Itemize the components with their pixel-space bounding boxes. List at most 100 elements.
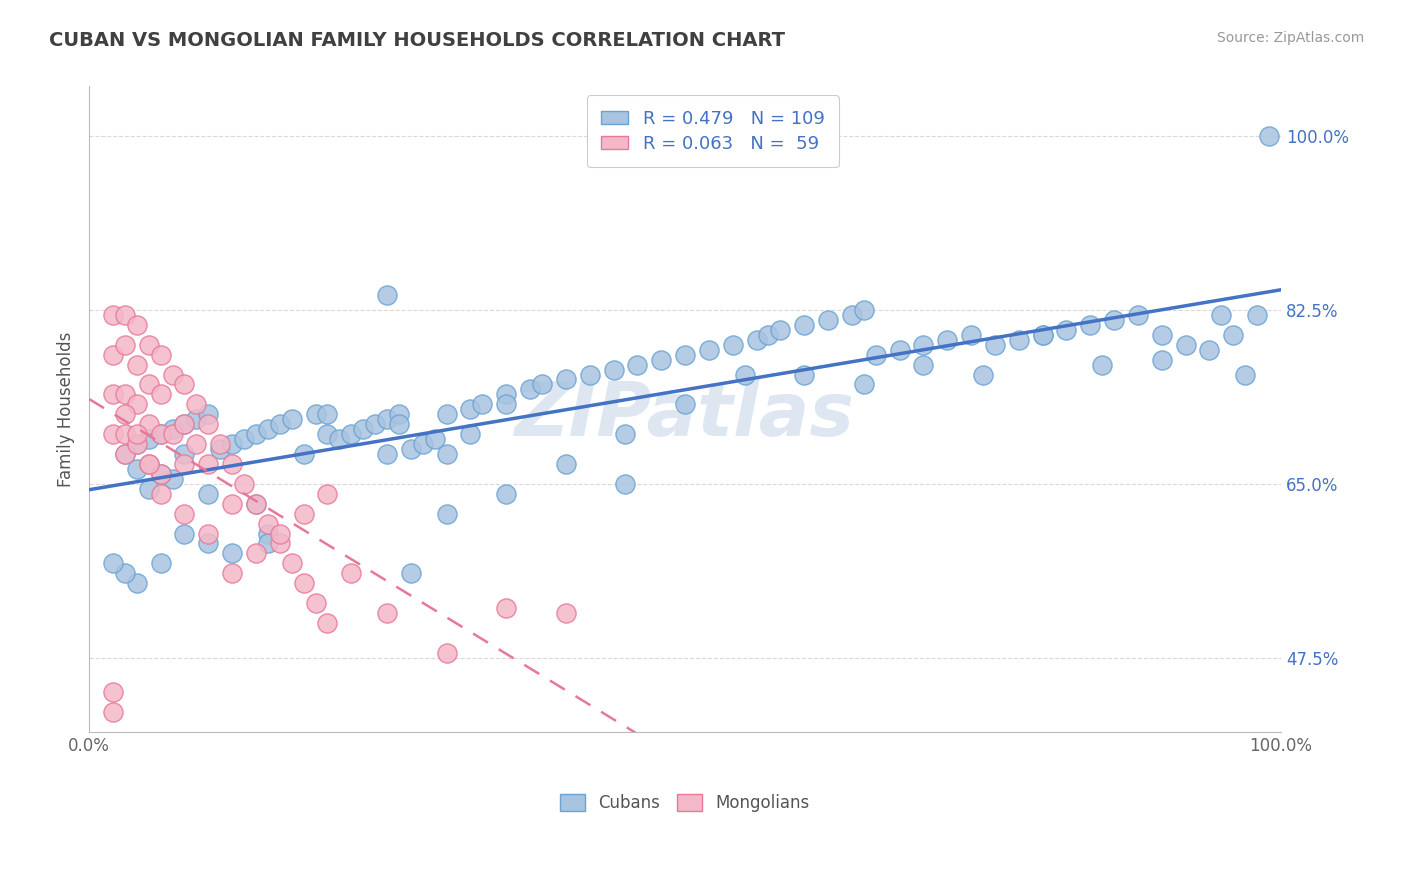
Point — [149, 427, 172, 442]
Point — [340, 566, 363, 581]
Point — [519, 383, 541, 397]
Point — [1091, 358, 1114, 372]
Point — [1246, 308, 1268, 322]
Point — [865, 348, 887, 362]
Point — [173, 377, 195, 392]
Point — [162, 472, 184, 486]
Point — [912, 337, 935, 351]
Point — [1222, 327, 1244, 342]
Point — [960, 327, 983, 342]
Point — [245, 427, 267, 442]
Point — [233, 432, 256, 446]
Point — [257, 422, 280, 436]
Point — [173, 447, 195, 461]
Point — [697, 343, 720, 357]
Point — [125, 576, 148, 591]
Point — [114, 447, 136, 461]
Point — [162, 422, 184, 436]
Point — [245, 497, 267, 511]
Point — [614, 476, 637, 491]
Point — [292, 447, 315, 461]
Point — [245, 546, 267, 560]
Point — [197, 487, 219, 501]
Point — [292, 576, 315, 591]
Point — [758, 327, 780, 342]
Y-axis label: Family Households: Family Households — [58, 332, 75, 487]
Point — [101, 427, 124, 442]
Point — [101, 308, 124, 322]
Point — [1258, 129, 1281, 144]
Point — [1008, 333, 1031, 347]
Point — [1150, 352, 1173, 367]
Point — [197, 526, 219, 541]
Point — [173, 417, 195, 432]
Point — [186, 397, 208, 411]
Point — [614, 427, 637, 442]
Point — [197, 417, 219, 432]
Point — [436, 447, 458, 461]
Point — [209, 442, 232, 456]
Point — [138, 377, 160, 392]
Point — [114, 407, 136, 421]
Point — [721, 337, 744, 351]
Point — [673, 348, 696, 362]
Point — [197, 457, 219, 471]
Point — [375, 288, 398, 302]
Point — [1032, 327, 1054, 342]
Point — [162, 368, 184, 382]
Point — [399, 442, 422, 456]
Point — [817, 313, 839, 327]
Point — [1102, 313, 1125, 327]
Point — [125, 437, 148, 451]
Point — [626, 358, 648, 372]
Point — [149, 348, 172, 362]
Point — [233, 476, 256, 491]
Point — [101, 387, 124, 401]
Point — [186, 437, 208, 451]
Point — [554, 606, 576, 620]
Point — [173, 526, 195, 541]
Point — [138, 482, 160, 496]
Point — [1174, 337, 1197, 351]
Point — [793, 318, 815, 332]
Point — [912, 358, 935, 372]
Text: CUBAN VS MONGOLIAN FAMILY HOUSEHOLDS CORRELATION CHART: CUBAN VS MONGOLIAN FAMILY HOUSEHOLDS COR… — [49, 31, 785, 50]
Point — [114, 387, 136, 401]
Point — [304, 407, 326, 421]
Point — [936, 333, 959, 347]
Point — [125, 462, 148, 476]
Point — [769, 323, 792, 337]
Point — [734, 368, 756, 382]
Point — [316, 407, 339, 421]
Point — [269, 526, 291, 541]
Point — [173, 457, 195, 471]
Point — [889, 343, 911, 357]
Point — [375, 447, 398, 461]
Point — [388, 407, 411, 421]
Point — [436, 507, 458, 521]
Point — [125, 318, 148, 332]
Point — [602, 362, 624, 376]
Point — [316, 427, 339, 442]
Point — [101, 706, 124, 720]
Point — [221, 497, 243, 511]
Point — [221, 546, 243, 560]
Point — [209, 437, 232, 451]
Point — [138, 457, 160, 471]
Point — [149, 487, 172, 501]
Point — [292, 507, 315, 521]
Point — [1032, 327, 1054, 342]
Point — [269, 417, 291, 432]
Point — [460, 402, 482, 417]
Point — [984, 337, 1007, 351]
Point — [114, 337, 136, 351]
Point — [841, 308, 863, 322]
Legend: Cubans, Mongolians: Cubans, Mongolians — [553, 786, 818, 821]
Point — [1126, 308, 1149, 322]
Point — [125, 437, 148, 451]
Point — [460, 427, 482, 442]
Point — [495, 387, 517, 401]
Point — [316, 615, 339, 630]
Point — [138, 417, 160, 432]
Point — [436, 646, 458, 660]
